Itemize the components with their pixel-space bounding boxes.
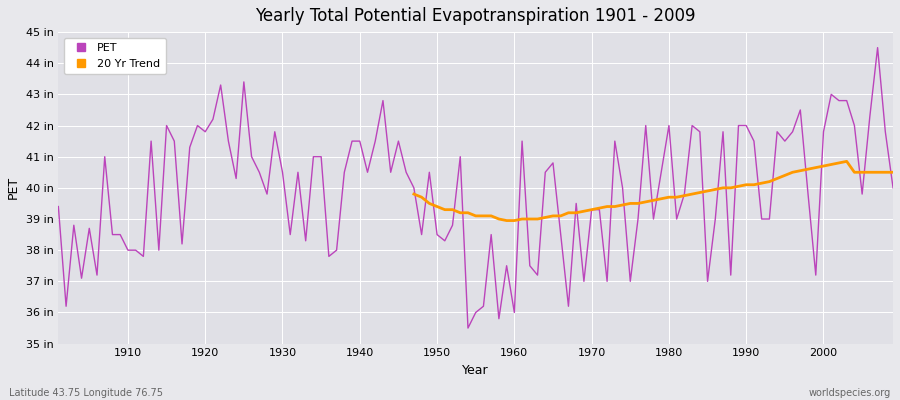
Text: worldspecies.org: worldspecies.org [809,388,891,398]
Text: Latitude 43.75 Longitude 76.75: Latitude 43.75 Longitude 76.75 [9,388,163,398]
Title: Yearly Total Potential Evapotranspiration 1901 - 2009: Yearly Total Potential Evapotranspiratio… [256,7,696,25]
Legend: PET, 20 Yr Trend: PET, 20 Yr Trend [64,38,166,74]
X-axis label: Year: Year [463,364,489,377]
Y-axis label: PET: PET [7,176,20,200]
